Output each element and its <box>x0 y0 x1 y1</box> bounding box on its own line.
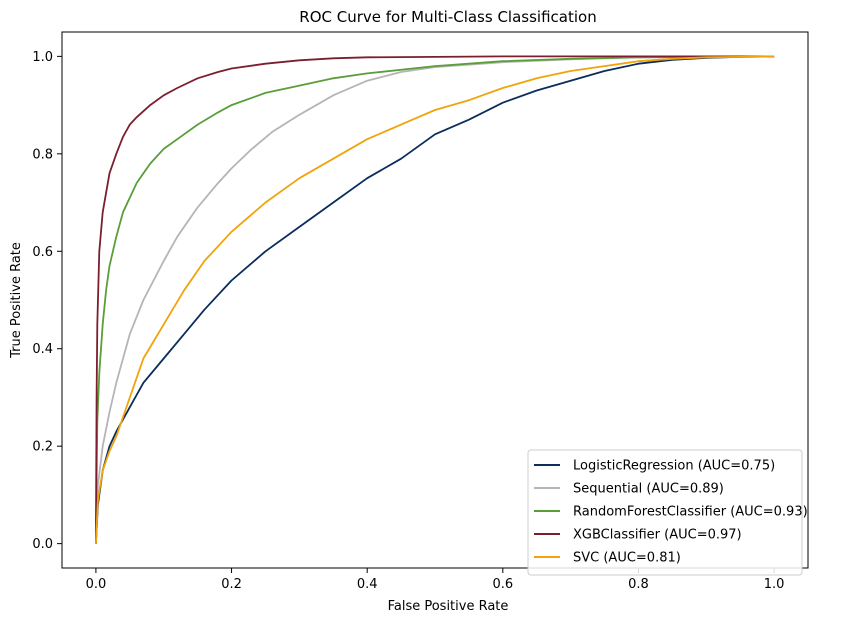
legend: LogisticRegression (AUC=0.75) Sequential … <box>527 449 808 576</box>
y-axis-label: True Positive Rate <box>9 242 24 359</box>
series-layer <box>95 55 775 544</box>
y-tick-label: 0.4 <box>32 342 53 357</box>
y-axis-ticks: 0.0 0.2 0.4 0.6 0.8 1.0 <box>32 50 62 552</box>
legend-entry: XGBClassifier (AUC=0.97) <box>573 528 742 543</box>
legend-box <box>527 449 803 576</box>
plot-area <box>61 31 809 569</box>
legend-entry: Sequential (AUC=0.89) <box>573 482 724 497</box>
x-axis-ticks: 0.0 0.2 0.4 0.6 0.8 1.0 <box>86 568 785 592</box>
chart-title: ROC Curve for Multi-Class Classification <box>299 8 596 26</box>
series-line-3 <box>95 55 775 544</box>
legend-entry: RandomForestClassifier (AUC=0.93) <box>573 505 808 520</box>
series-line-1 <box>95 55 775 544</box>
x-tick-label: 0.2 <box>221 577 242 592</box>
y-tick-label: 0.0 <box>32 537 53 552</box>
x-tick-label: 0.6 <box>492 577 513 592</box>
y-tick-label: 1.0 <box>32 50 53 65</box>
series-line-2 <box>95 55 775 544</box>
x-tick-label: 0.8 <box>628 577 649 592</box>
x-tick-label: 0.4 <box>357 577 378 592</box>
x-tick-label: 0.0 <box>86 577 107 592</box>
x-axis-label: False Positive Rate <box>388 599 509 614</box>
legend-entry: LogisticRegression (AUC=0.75) <box>573 459 775 474</box>
y-tick-label: 0.6 <box>32 245 53 260</box>
y-tick-label: 0.2 <box>32 440 53 455</box>
legend-entry: SVC (AUC=0.81) <box>573 551 681 566</box>
y-tick-label: 0.8 <box>32 147 53 162</box>
series-line-4 <box>95 55 775 544</box>
x-tick-label: 1.0 <box>764 577 785 592</box>
